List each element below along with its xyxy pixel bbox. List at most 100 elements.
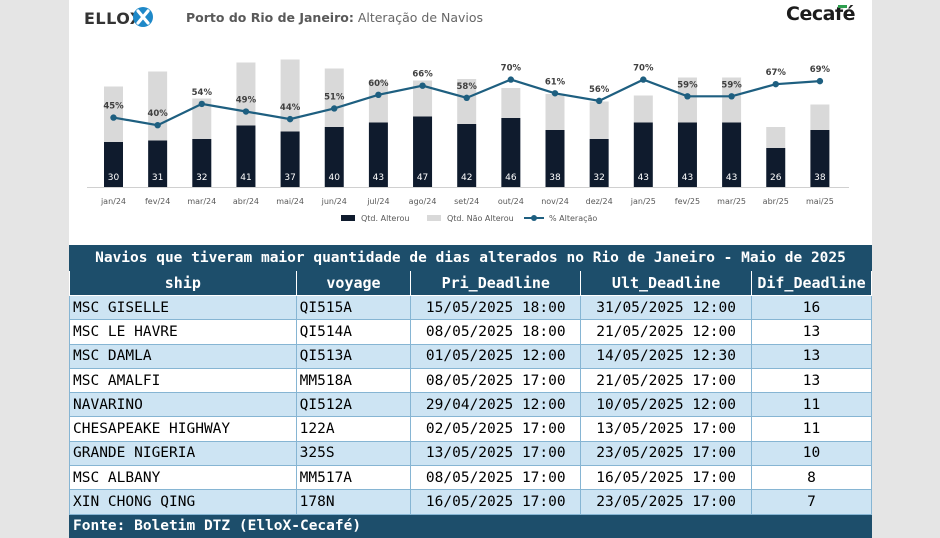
x-tick-label: jan/24	[100, 197, 126, 206]
cell-voyage: QI514A	[295, 319, 412, 345]
ellox-logo-text: ELLOX	[84, 9, 143, 28]
bar-nao-alterou	[192, 98, 212, 139]
cecafe-logo: Cecafé	[786, 3, 856, 25]
chart-title-rest: Alteração de Navios	[353, 10, 484, 25]
pct-point	[242, 108, 250, 115]
x-tick-label: mai/24	[276, 197, 304, 206]
pct-point	[331, 105, 338, 112]
pct-label: 70%	[633, 64, 654, 74]
table-row: GRANDE NIGERIA 325S 13/05/2025 17:00 23/05/…	[69, 440, 872, 467]
legend-swatch-alterou	[341, 215, 355, 221]
x-tick-label: dez/24	[586, 197, 613, 206]
cell-ship: MSC AMALFI	[69, 367, 297, 394]
pct-point	[772, 80, 779, 88]
cell-ult-deadline: 21/05/2025 12:00	[580, 319, 753, 345]
cell-dif-deadline: 13	[751, 319, 872, 345]
bar-value-label: 32	[196, 173, 207, 183]
x-tick-label: mar/25	[717, 197, 746, 206]
bar-nao-alterou	[413, 80, 433, 117]
legend-marker-pct	[531, 215, 537, 221]
cell-dif-deadline: 7	[751, 489, 872, 515]
cell-voyage: 122A	[295, 416, 412, 442]
bar-alterou	[633, 122, 653, 187]
pct-point	[375, 91, 382, 98]
x-tick-label: out/24	[498, 197, 524, 206]
x-tick-label: mar/24	[187, 197, 216, 206]
bar-nao-alterou	[324, 68, 344, 127]
cecafe-logo-accent	[838, 5, 847, 8]
bar-alterou	[722, 122, 742, 187]
x-tick-label: abr/24	[233, 197, 259, 206]
bar-nao-alterou	[280, 59, 300, 132]
cell-dif-deadline: 11	[751, 392, 872, 418]
table-row: CHESAPEAKE HIGHWAY 122A 02/05/2025 17:00 13…	[69, 416, 872, 442]
pct-label: 51%	[324, 92, 345, 102]
cell-ship: MSC GISELLE	[69, 294, 297, 321]
bar-value-label: 43	[373, 173, 384, 183]
cell-ship: MSC LE HAVRE	[69, 319, 297, 345]
pct-label: 44%	[280, 103, 301, 113]
x-tick-label: jan/25	[630, 197, 656, 206]
pct-label: 69%	[810, 65, 831, 75]
legend-swatch-nao-alterou	[427, 215, 441, 221]
table-row: MSC DAMLA QI513A 01/05/2025 12:00 14/05/202…	[69, 343, 872, 369]
cell-ult-deadline: 23/05/2025 17:00	[580, 489, 753, 515]
cell-ship: NAVARINO	[69, 392, 297, 418]
bar-alterou	[457, 124, 477, 187]
x-tick-label: fev/25	[675, 197, 700, 206]
x-tick-label: nov/24	[541, 197, 569, 206]
bar-nao-alterou	[104, 86, 123, 142]
pct-label: 54%	[192, 88, 213, 98]
pct-label: 58%	[457, 82, 478, 92]
bar-value-label: 41	[240, 173, 251, 183]
pct-label: 70%	[501, 64, 522, 74]
cell-pri-deadline: 16/05/2025 17:00	[410, 489, 582, 515]
bar-alterou	[545, 130, 565, 187]
cell-pri-deadline: 08/05/2025 17:00	[410, 465, 582, 491]
x-tick-label: mai/25	[806, 197, 834, 206]
x-tick-label: set/24	[454, 197, 479, 206]
cell-ult-deadline: 16/05/2025 17:00	[580, 465, 753, 491]
table-header-row: ship voyage Pri_Deadline Ult_Deadline Di…	[69, 270, 872, 296]
bar-value-label: 30	[108, 173, 120, 183]
bar-alterou	[368, 122, 388, 187]
bar-nao-alterou	[236, 62, 256, 126]
bar-alterou	[677, 122, 697, 187]
bar-value-label: 46	[505, 173, 517, 183]
cell-ult-deadline: 14/05/2025 12:30	[580, 343, 753, 369]
bar-nao-alterou	[810, 104, 830, 130]
cell-ship: GRANDE NIGERIA	[69, 440, 297, 467]
bar-nao-alterou	[766, 127, 786, 148]
bar-nao-alterou	[589, 101, 609, 139]
cell-dif-deadline: 13	[751, 367, 872, 394]
column-header-voyage: voyage	[295, 270, 412, 296]
cell-voyage: 325S	[295, 440, 412, 467]
pct-label: 45%	[103, 102, 124, 112]
pct-point	[684, 93, 691, 100]
bar-nao-alterou	[501, 88, 521, 118]
ellox-logo: ELLOX	[84, 6, 154, 30]
table-row: MSC GISELLE QI515A 15/05/2025 18:00 31/05/2…	[69, 294, 872, 321]
pct-point	[286, 115, 294, 123]
chart-title-bold: Porto do Rio de Janeiro:	[186, 10, 354, 25]
pct-point	[551, 90, 559, 97]
cell-ult-deadline: 10/05/2025 12:00	[580, 392, 753, 418]
legend-label-alterou: Qtd. Alterou	[361, 214, 409, 223]
bar-nao-alterou	[368, 80, 388, 123]
bar-nao-alterou	[148, 71, 168, 141]
pct-label: 61%	[545, 77, 566, 87]
pct-point	[463, 94, 470, 102]
ellox-x-icon	[133, 7, 153, 27]
chart-title: Porto do Rio de Janeiro: Alteração de Na…	[186, 10, 483, 25]
ships-table: Navios que tiveram maior quantidade de d…	[69, 245, 872, 538]
cell-pri-deadline: 08/05/2025 18:00	[410, 319, 582, 345]
cell-voyage: QI512A	[295, 392, 412, 418]
legend-label-nao-alterou: Qtd. Não Alterou	[447, 214, 514, 223]
cell-pri-deadline: 13/05/2025 17:00	[410, 440, 582, 467]
cell-dif-deadline: 13	[751, 343, 872, 369]
cell-voyage: MM517A	[295, 465, 412, 491]
pct-label: 59%	[677, 80, 698, 90]
table-footer-row: Fonte: Boletim DTZ (ElloX-Cecafé)	[69, 513, 872, 538]
pct-point	[595, 97, 603, 105]
cell-ship: MSC ALBANY	[69, 465, 297, 491]
